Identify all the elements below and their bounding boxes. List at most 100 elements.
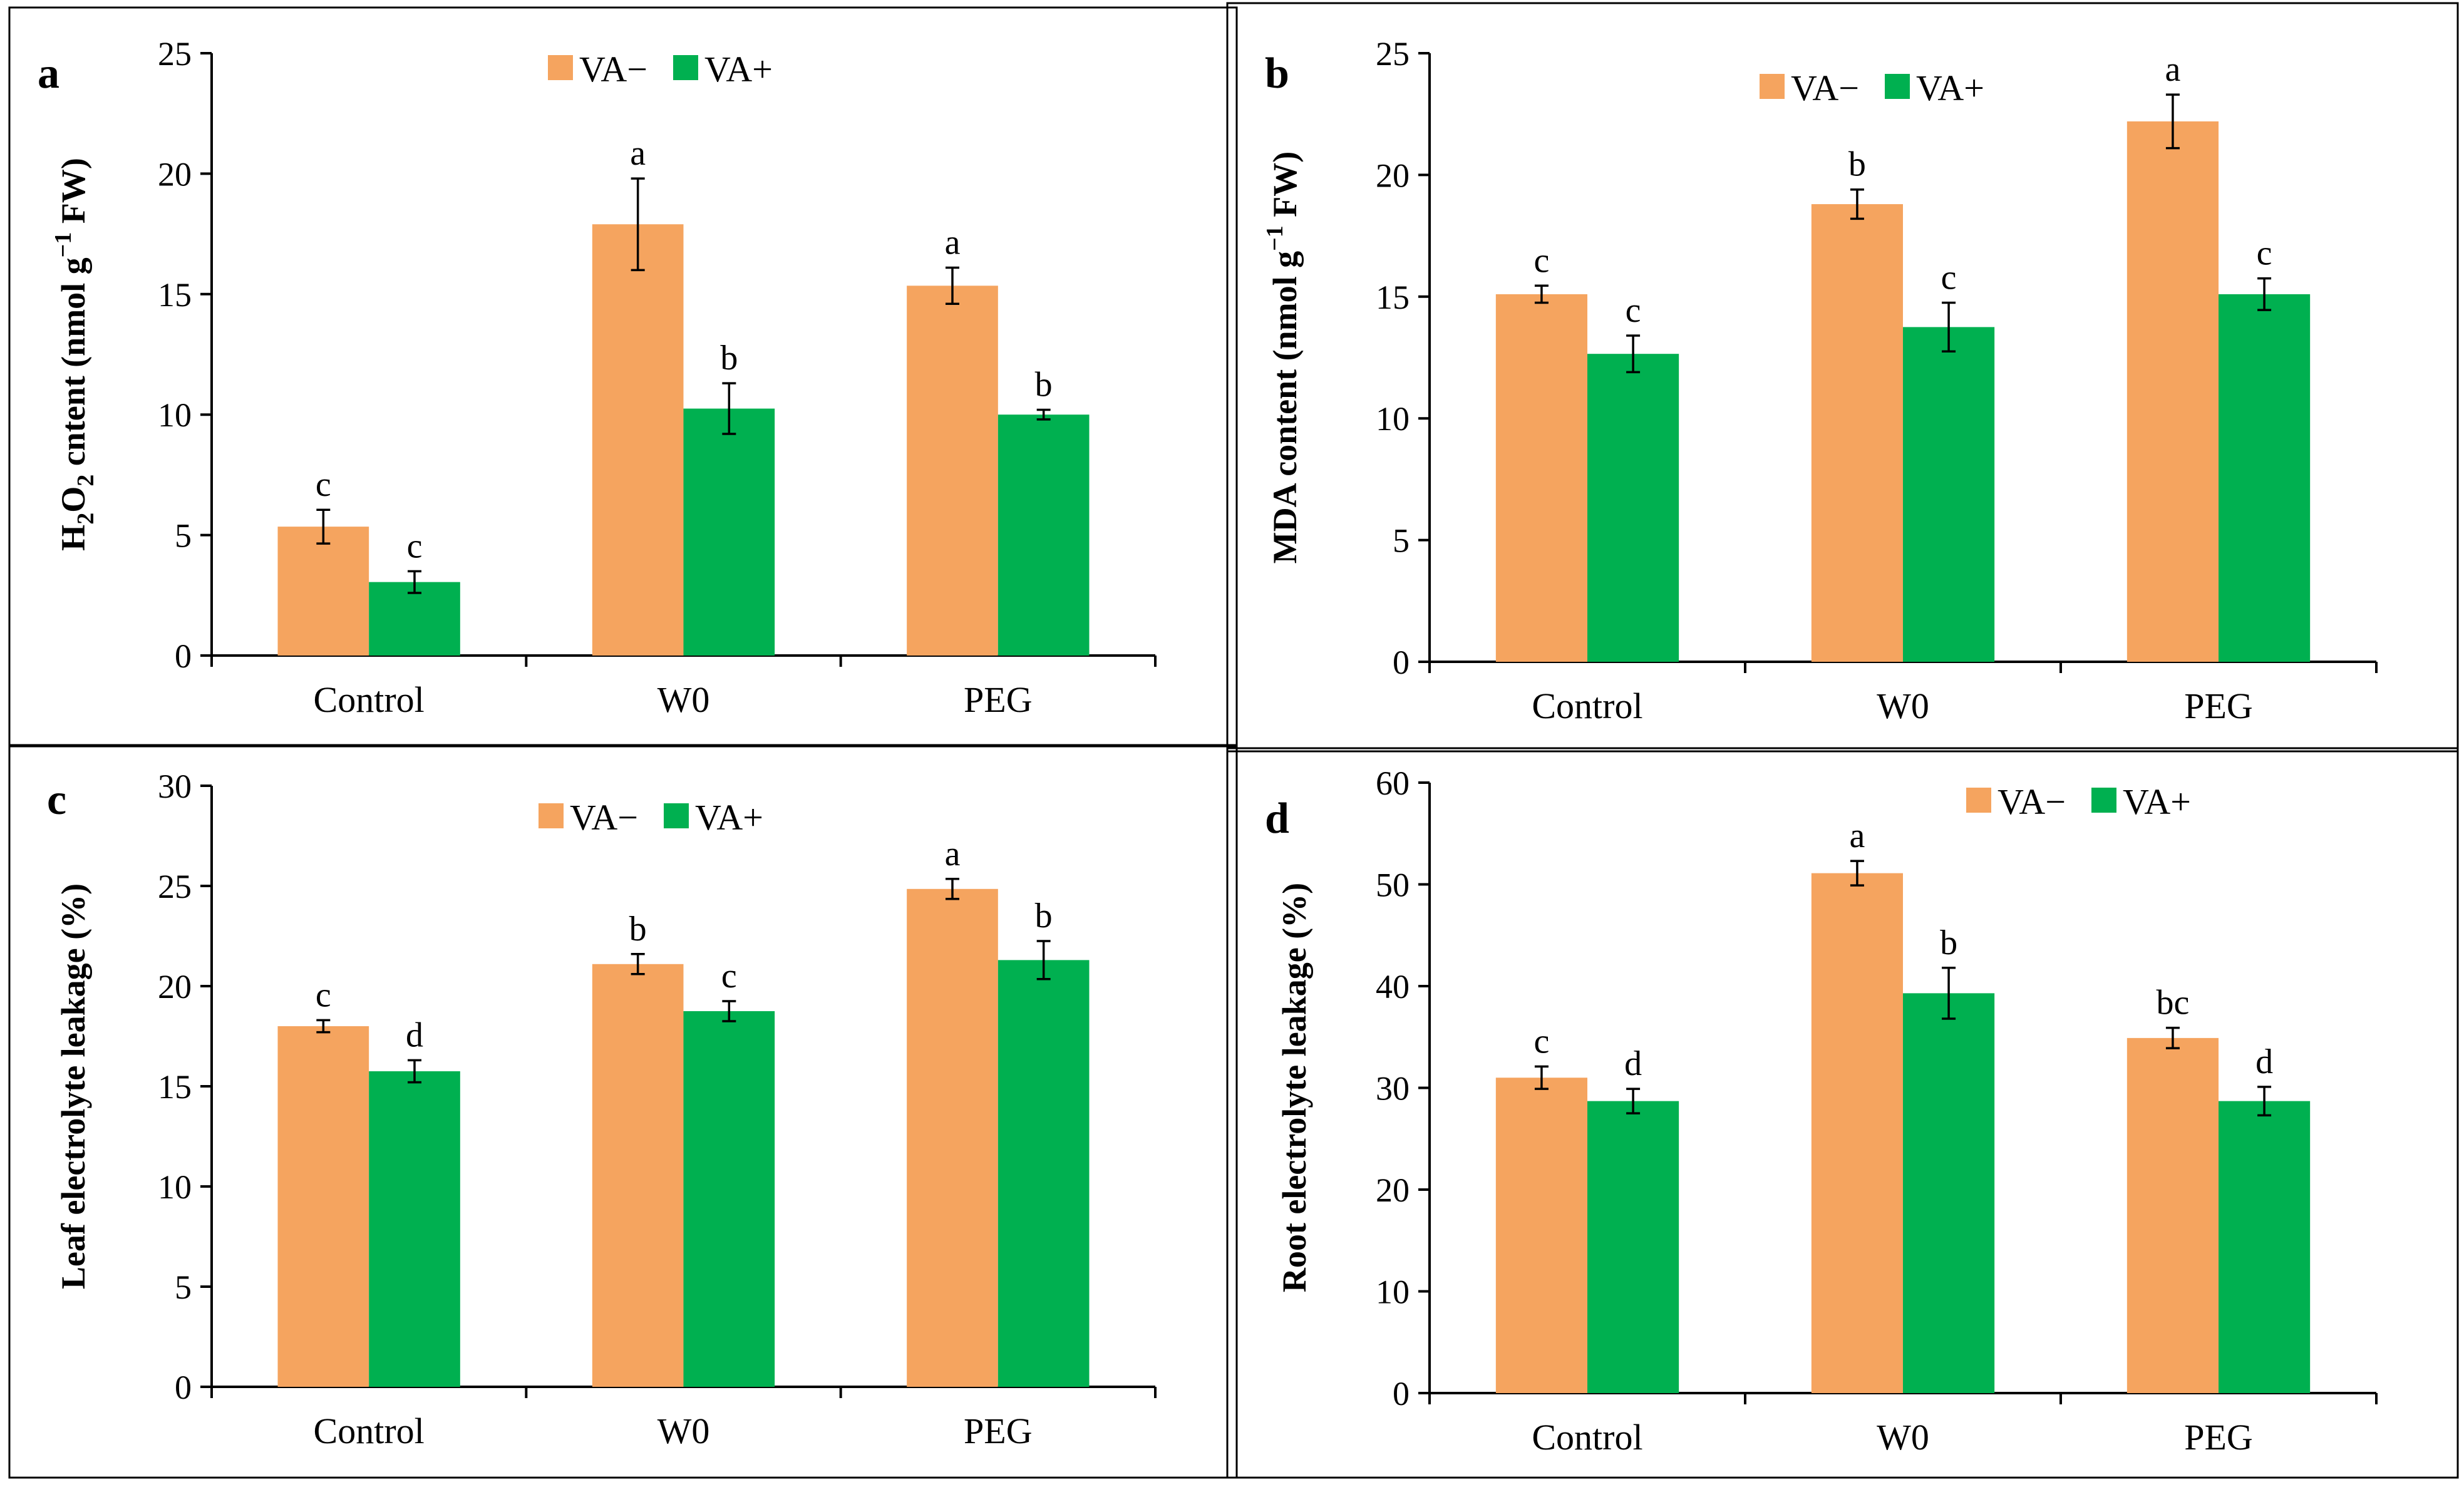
y-tick-label: 5 — [175, 517, 192, 555]
significance-letter: b — [720, 339, 738, 378]
x-category-label: W0 — [657, 1411, 710, 1451]
significance-letter: d — [2255, 1042, 2273, 1081]
panel-letter: a — [38, 49, 59, 98]
legend: VA− VA+ — [539, 797, 763, 838]
significance-letter: c — [316, 465, 331, 504]
panel-frame — [1226, 747, 2459, 1479]
legend-swatch — [1760, 74, 1785, 99]
y-axis-title-part: Root electrolyte leakage (%) — [1276, 883, 1313, 1292]
chart-panel-b: 0 5 10 15 20 25 c c Control b c W0 a c PEG VA− VA+ b MDA c… — [1226, 2, 2459, 753]
y-tick-label: 0 — [175, 1369, 192, 1406]
bar-peg-va-minus — [907, 286, 998, 656]
y-axis-title-part: FW) — [54, 158, 92, 232]
bar-peg-va-plus — [997, 414, 1090, 656]
y-tick-label: 30 — [158, 768, 192, 805]
legend-swatch — [548, 55, 573, 80]
bar-w0-va-minus — [592, 224, 684, 656]
y-tick-label: 25 — [1376, 35, 1410, 73]
significance-letter: a — [630, 134, 646, 173]
bar-peg-va-plus — [997, 960, 1090, 1387]
y-axis-title-part: MDA content (nmol g — [1266, 251, 1304, 563]
bar-w0-va-minus — [1811, 204, 1903, 662]
significance-letter: a — [945, 835, 961, 873]
significance-letter: b — [1035, 897, 1053, 935]
significance-letter: b — [629, 910, 647, 949]
significance-letter: bc — [2156, 984, 2189, 1022]
chart-panel-a: 0 5 10 15 20 25 c c Control a b W0 a b PEG VA− VA+ a H2O2 … — [8, 6, 1238, 748]
significance-letter: c — [407, 527, 423, 565]
y-axis-title-part: Leaf electrolyte leakage (%) — [54, 883, 92, 1289]
legend: VA− VA+ — [548, 49, 773, 90]
y-tick-label: 20 — [1376, 1171, 1410, 1209]
x-category-label: Control — [1532, 686, 1642, 726]
panel-letter: c — [47, 776, 66, 824]
y-axis-title: MDA content (nmol g−1 FW) — [1262, 152, 1304, 564]
legend-swatch — [664, 803, 689, 828]
panel-frame — [1226, 2, 2459, 753]
legend-label: VA− — [1997, 781, 2066, 822]
legend: VA− VA+ — [1760, 68, 1984, 108]
y-tick-label: 60 — [1376, 764, 1410, 802]
y-axis-title-part: 2 — [73, 513, 99, 525]
bar-control-va-plus — [369, 582, 460, 656]
x-category-label: PEG — [964, 1411, 1033, 1451]
y-tick-label: 0 — [175, 637, 192, 675]
x-category-label: Control — [314, 1411, 425, 1451]
y-tick-label: 15 — [158, 1068, 192, 1106]
y-axis-title-part: 2 — [73, 475, 99, 486]
significance-letter: b — [1940, 924, 1957, 962]
bar-peg-va-minus — [2126, 121, 2219, 662]
significance-letter: d — [406, 1016, 423, 1054]
significance-letter: c — [1941, 259, 1957, 297]
y-tick-label: 40 — [1376, 968, 1410, 1006]
legend-label: VA+ — [1916, 68, 1984, 108]
y-axis-title-part: O — [54, 486, 92, 513]
x-category-label: PEG — [964, 679, 1033, 720]
significance-letter: c — [2257, 234, 2272, 273]
y-tick-label: 25 — [158, 35, 192, 73]
y-axis-title-part: FW) — [1266, 152, 1304, 225]
significance-letter: c — [316, 975, 331, 1014]
y-tick-label: 30 — [1376, 1070, 1410, 1108]
y-axis-title: Leaf electrolyte leakage (%) — [54, 883, 92, 1289]
significance-letter: c — [1534, 1022, 1549, 1061]
y-tick-label: 15 — [1376, 279, 1410, 316]
bar-control-va-minus — [277, 527, 369, 656]
bar-peg-va-plus — [2219, 294, 2311, 662]
x-category-label: PEG — [2184, 686, 2253, 726]
y-tick-label: 20 — [1376, 157, 1410, 194]
legend-label: VA+ — [695, 797, 763, 838]
bar-w0-va-plus — [1903, 993, 1995, 1393]
legend-swatch — [1966, 788, 1991, 813]
bar-peg-va-minus — [2126, 1037, 2219, 1393]
x-category-label: Control — [1532, 1417, 1642, 1458]
y-tick-label: 15 — [158, 276, 192, 314]
legend-swatch — [673, 55, 698, 80]
bar-control-va-plus — [1587, 354, 1679, 662]
legend-label: VA− — [1791, 68, 1859, 108]
legend-label: VA+ — [2123, 781, 2191, 822]
significance-letter: c — [721, 957, 737, 996]
y-axis-title-part: −1 — [1262, 225, 1288, 251]
bar-w0-va-minus — [592, 964, 684, 1387]
x-category-label: W0 — [1877, 1417, 1929, 1458]
legend-label: VA− — [570, 797, 638, 838]
y-tick-label: 10 — [1376, 400, 1410, 438]
bar-control-va-plus — [1587, 1101, 1679, 1393]
y-tick-label: 20 — [158, 155, 192, 193]
bar-control-va-minus — [277, 1026, 369, 1387]
legend-swatch — [539, 803, 564, 828]
legend-swatch — [2091, 788, 2116, 813]
y-tick-label: 10 — [158, 1168, 192, 1206]
panel-frame — [8, 744, 1238, 1479]
panel-letter: b — [1265, 49, 1289, 98]
y-tick-label: 20 — [158, 968, 192, 1006]
x-category-label: W0 — [1877, 686, 1929, 726]
x-category-label: PEG — [2184, 1417, 2253, 1458]
significance-letter: c — [1534, 241, 1549, 280]
significance-letter: a — [1849, 816, 1865, 855]
significance-letter: a — [2165, 50, 2180, 89]
y-tick-label: 25 — [158, 868, 192, 905]
